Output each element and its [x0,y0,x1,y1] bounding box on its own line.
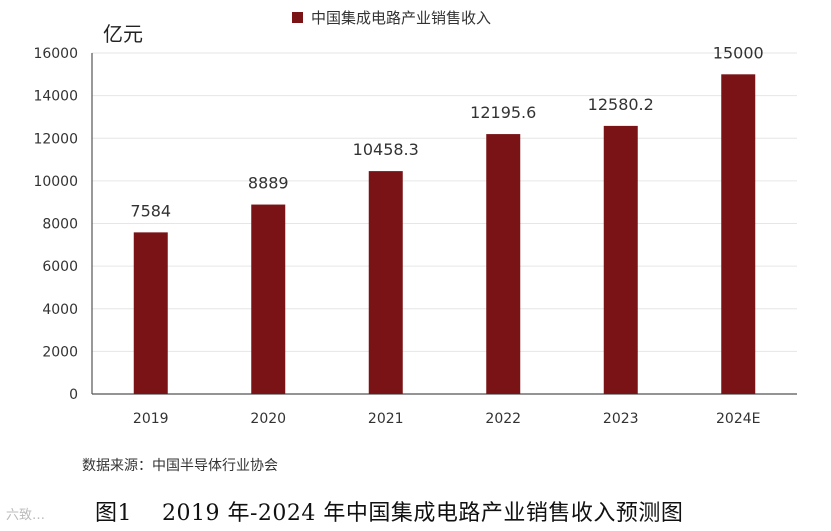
source-note: 数据来源：中国半导体行业协会 [82,458,278,474]
x-tick-label: 2022 [485,411,521,427]
data-label: 7584 [130,201,171,220]
y-tick-label: 12000 [33,131,78,147]
x-tick-label: 2023 [603,411,639,427]
data-labels: 7584 8889 10458.3 12195.6 12580.2 15000 [130,43,763,220]
bar [251,204,286,394]
bars [133,74,756,394]
x-tick-label: 2024E [716,411,760,427]
data-label: 10458.3 [353,140,419,159]
data-label: 8889 [248,174,289,193]
watermark: 六致… [6,508,46,523]
bar [486,134,521,394]
y-tick-label: 6000 [42,259,78,275]
bar [368,171,403,394]
x-axis: 2019 2020 2021 2022 2023 2024E [92,393,797,427]
x-tick-label: 2021 [368,411,404,427]
bar [133,232,168,394]
figure-caption: 图1 2019 年-2024 年中国集成电路产业销售收入预测图 [95,501,684,526]
y-axis: 0 2000 4000 6000 8000 10000 12000 14000 16000 [33,46,93,403]
y-tick-label: 0 [69,387,78,403]
data-label: 12580.2 [588,95,654,114]
bar-chart: 0 2000 4000 6000 8000 10000 12000 14000 16000 20… [33,43,797,427]
x-tick-label: 2019 [133,411,169,427]
y-axis-unit-label: 亿元 [103,22,143,46]
y-tick-label: 2000 [42,344,78,360]
y-tick-label: 4000 [42,302,78,318]
legend-swatch [292,12,303,23]
x-tick-label: 2020 [250,411,286,427]
y-tick-label: 10000 [33,174,78,190]
y-tick-label: 14000 [33,89,78,105]
data-label: 12195.6 [470,103,536,122]
gridlines [92,52,797,352]
legend-label: 中国集成电路产业销售收入 [311,9,492,27]
bar [721,74,756,394]
y-tick-label: 8000 [42,217,78,233]
y-tick-label: 16000 [33,46,78,62]
legend: 中国集成电路产业销售收入 [292,7,491,28]
data-label: 15000 [713,43,764,62]
bar [603,125,638,394]
